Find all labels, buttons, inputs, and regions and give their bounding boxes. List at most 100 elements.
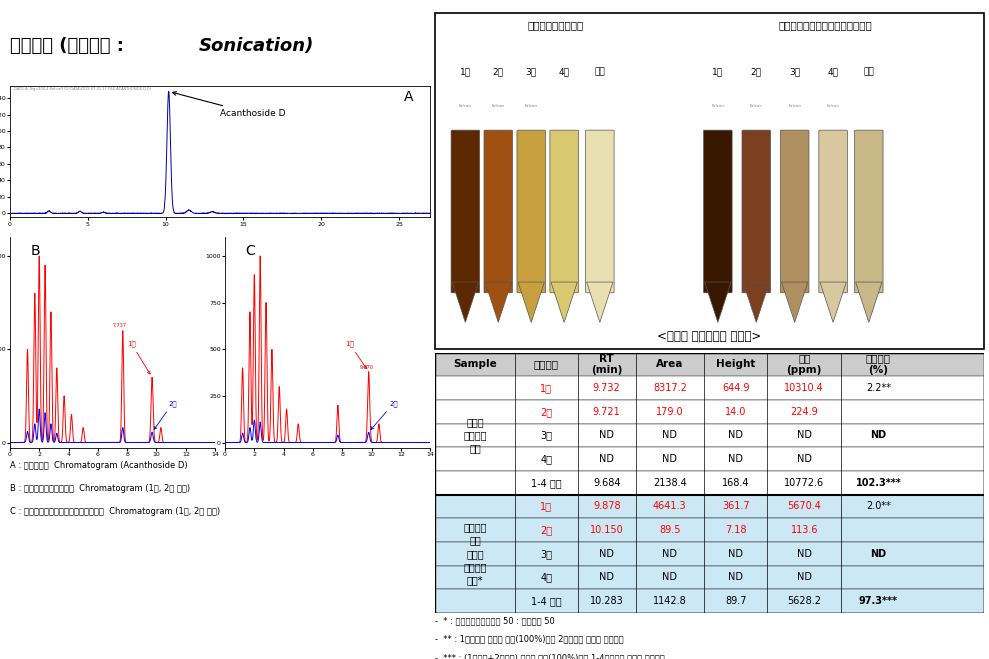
Text: 168.4: 168.4 xyxy=(722,478,750,488)
Polygon shape xyxy=(855,282,882,322)
Text: 9.878: 9.878 xyxy=(592,501,620,511)
FancyBboxPatch shape xyxy=(451,130,480,293)
Text: 9.732: 9.732 xyxy=(592,383,620,393)
Text: ND: ND xyxy=(797,573,812,583)
FancyBboxPatch shape xyxy=(585,130,614,293)
Text: 2회: 2회 xyxy=(371,400,398,430)
Text: 14.0: 14.0 xyxy=(725,407,747,416)
Text: 10310.4: 10310.4 xyxy=(784,383,824,393)
Text: Acanthoside D: Acanthoside D xyxy=(172,92,286,118)
FancyBboxPatch shape xyxy=(819,130,848,293)
Text: ND: ND xyxy=(797,430,812,440)
Text: ND: ND xyxy=(599,549,614,559)
Text: ND: ND xyxy=(728,454,743,464)
Text: 1회: 1회 xyxy=(345,341,367,368)
Text: 3회: 3회 xyxy=(540,430,552,440)
Text: -  * : 오가피동결건조분말 50 : 덱스트린 50: - * : 오가피동결건조분말 50 : 덱스트린 50 xyxy=(435,616,555,625)
Text: 3회: 3회 xyxy=(789,67,800,76)
Polygon shape xyxy=(518,282,544,322)
Text: 5628.2: 5628.2 xyxy=(787,596,821,606)
FancyBboxPatch shape xyxy=(550,130,579,293)
Text: 10.283: 10.283 xyxy=(589,596,624,606)
Text: 361.7: 361.7 xyxy=(722,501,750,511)
Text: 9.721: 9.721 xyxy=(592,407,620,416)
Text: 혼합: 혼합 xyxy=(863,67,874,76)
Text: 2회: 2회 xyxy=(751,67,762,76)
Text: ND: ND xyxy=(663,454,677,464)
FancyBboxPatch shape xyxy=(780,130,809,293)
Text: 혼합: 혼합 xyxy=(594,67,605,76)
Bar xyxy=(435,447,984,471)
Text: ND: ND xyxy=(870,549,886,559)
Text: 추출횟수 (추출방법 :: 추출횟수 (추출방법 : xyxy=(10,37,130,55)
Text: 덱스트린혼합오가피열풍건조시료: 덱스트린혼합오가피열풍건조시료 xyxy=(778,20,871,30)
Text: 1회: 1회 xyxy=(460,67,471,76)
Text: ND: ND xyxy=(728,430,743,440)
Text: ND: ND xyxy=(599,573,614,583)
Text: RT
(min): RT (min) xyxy=(591,354,622,375)
Text: -  *** : (1회추출+2회추출) 함량을 기준(100%)으로 1-4회혼합물 함량의 검출효율: - *** : (1회추출+2회추출) 함량을 기준(100%)으로 1-4회혼… xyxy=(435,653,665,659)
Bar xyxy=(435,400,984,424)
Text: ND: ND xyxy=(599,454,614,464)
Text: 1회: 1회 xyxy=(540,383,552,393)
Polygon shape xyxy=(743,282,769,322)
FancyBboxPatch shape xyxy=(517,130,546,293)
Text: 추출횟수: 추출횟수 xyxy=(534,359,559,370)
FancyBboxPatch shape xyxy=(703,130,732,293)
Text: 224.9: 224.9 xyxy=(790,407,818,416)
Text: ND: ND xyxy=(870,430,886,440)
Text: 1회: 1회 xyxy=(712,67,723,76)
Polygon shape xyxy=(551,282,578,322)
Text: Falcon: Falcon xyxy=(750,104,763,108)
Text: 2.2**: 2.2** xyxy=(866,383,891,393)
Polygon shape xyxy=(820,282,847,322)
Text: Sonication): Sonication) xyxy=(199,37,315,55)
Text: 2회: 2회 xyxy=(540,525,553,535)
Polygon shape xyxy=(781,282,808,322)
Text: 2138.4: 2138.4 xyxy=(653,478,686,488)
Text: Area: Area xyxy=(656,359,683,370)
Text: 2회: 2회 xyxy=(154,400,177,429)
Text: 644.9: 644.9 xyxy=(722,383,750,393)
Text: ND: ND xyxy=(797,549,812,559)
Text: 2회: 2회 xyxy=(540,407,553,416)
Text: 3회: 3회 xyxy=(526,67,537,76)
Text: 1-4 혼합: 1-4 혼합 xyxy=(531,596,562,606)
Text: A: A xyxy=(404,90,413,103)
Bar xyxy=(435,424,984,447)
Bar xyxy=(435,353,984,376)
Text: 4회: 4회 xyxy=(540,573,552,583)
Bar xyxy=(435,471,984,494)
Text: 오가피동결건조분말: 오가피동결건조분말 xyxy=(528,20,584,30)
Text: Falcon: Falcon xyxy=(459,104,472,108)
FancyBboxPatch shape xyxy=(742,130,770,293)
Text: A : 표준용액의  Chromatogram (Acanthoside D): A : 표준용액의 Chromatogram (Acanthoside D) xyxy=(10,461,188,471)
Text: 4회: 4회 xyxy=(540,454,552,464)
Text: Falcon: Falcon xyxy=(492,104,504,108)
FancyBboxPatch shape xyxy=(854,130,883,293)
Text: Sample: Sample xyxy=(453,359,496,370)
Text: DAD1 A, Sig=200,4 Ref=off (D:\DATA\2015-07-31 17 FILE ACANTHOSIDE D.D): DAD1 A, Sig=200,4 Ref=off (D:\DATA\2015-… xyxy=(14,87,151,91)
Bar xyxy=(435,589,984,613)
Text: Falcon: Falcon xyxy=(788,104,801,108)
Bar xyxy=(435,565,984,589)
Text: C: C xyxy=(245,244,255,258)
Text: 오가피
등결건조
분말: 오가피 등결건조 분말 xyxy=(463,417,487,453)
Text: Height: Height xyxy=(716,359,756,370)
Text: B: B xyxy=(31,244,40,258)
Bar xyxy=(435,542,984,565)
Text: C : 덱스트린혼합오가피열풍건조시료의  Chromatogram (1회, 2회 추출): C : 덱스트린혼합오가피열풍건조시료의 Chromatogram (1회, 2… xyxy=(10,507,220,517)
Text: 1회: 1회 xyxy=(128,341,150,374)
Text: ND: ND xyxy=(663,430,677,440)
Text: 4641.3: 4641.3 xyxy=(653,501,686,511)
Text: 7.737: 7.737 xyxy=(113,323,127,328)
Text: Falcon: Falcon xyxy=(827,104,840,108)
Text: 89.7: 89.7 xyxy=(725,596,747,606)
FancyBboxPatch shape xyxy=(484,130,512,293)
Bar xyxy=(435,518,984,542)
Text: 2.0**: 2.0** xyxy=(866,501,891,511)
Text: 덱스트린
혼합
오가피
열풍건조
시료*: 덱스트린 혼합 오가피 열풍건조 시료* xyxy=(463,523,487,585)
Text: Falcon: Falcon xyxy=(711,104,724,108)
Text: ND: ND xyxy=(797,454,812,464)
Text: B : 오가피동결건조분말의  Chromatogram (1회, 2회 추출): B : 오가피동결건조분말의 Chromatogram (1회, 2회 추출) xyxy=(10,484,190,494)
